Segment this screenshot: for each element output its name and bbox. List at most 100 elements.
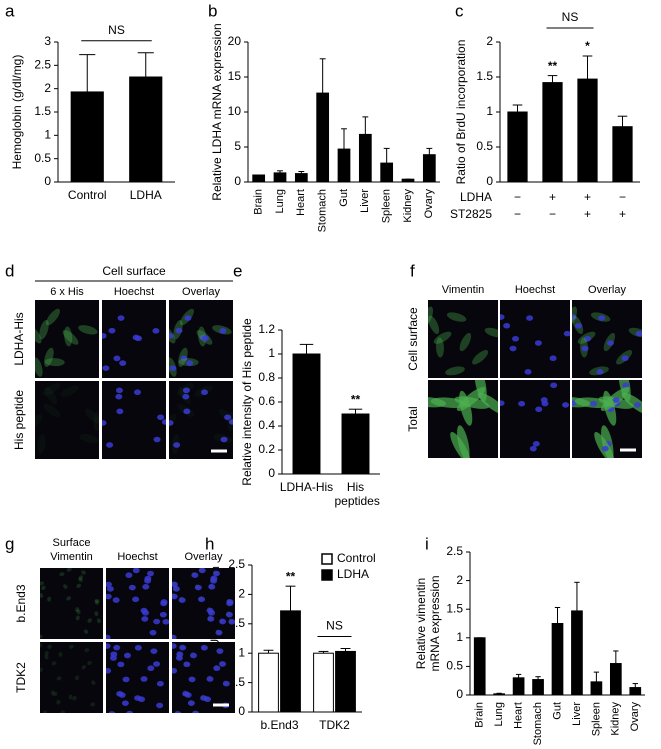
micrograph-content xyxy=(572,306,642,376)
nucleus xyxy=(113,355,121,362)
x-tick-label: Lung xyxy=(493,702,505,726)
y-tick-label: 0.5 xyxy=(476,139,493,153)
nucleus xyxy=(138,696,146,703)
nucleus xyxy=(176,651,184,658)
bar xyxy=(292,353,321,475)
bar xyxy=(609,663,622,696)
nucleus xyxy=(180,355,188,362)
nucleus xyxy=(220,436,228,443)
condition-value: + xyxy=(549,190,556,204)
nucleus xyxy=(106,593,112,600)
nucleus xyxy=(194,584,202,591)
panel-label: g xyxy=(5,534,14,553)
nucleus xyxy=(183,408,191,415)
nucleus xyxy=(191,572,199,578)
bar xyxy=(629,687,642,696)
micrograph-content xyxy=(572,380,642,458)
nucleus xyxy=(172,581,178,588)
panel-label: d xyxy=(5,261,14,280)
nucleus xyxy=(226,599,234,605)
nucleus xyxy=(200,644,208,651)
panel-label: e xyxy=(233,261,242,280)
micrograph xyxy=(500,380,570,458)
green-signal xyxy=(459,332,472,352)
bar xyxy=(542,82,563,183)
nucleus xyxy=(179,644,187,651)
green-signal xyxy=(445,366,465,376)
y-tick-label: 0.5 xyxy=(34,151,51,165)
nucleus xyxy=(529,445,537,452)
nucleus xyxy=(175,327,183,334)
nucleus xyxy=(128,584,136,591)
nucleus xyxy=(172,634,177,639)
nucleus xyxy=(157,414,165,421)
bar xyxy=(577,78,598,183)
condition-value: − xyxy=(619,190,626,204)
nucleus xyxy=(621,355,629,362)
bar xyxy=(335,650,356,713)
green-signal xyxy=(477,392,498,416)
x-tick-label: His peptides xyxy=(331,480,380,508)
nucleus xyxy=(169,333,174,339)
nucleus xyxy=(126,710,134,713)
y-tick-label: 1.5 xyxy=(476,69,493,83)
x-tick-label: Kidney xyxy=(610,702,622,736)
nucleus xyxy=(198,596,206,603)
micrograph xyxy=(35,381,99,459)
nucleus xyxy=(106,442,114,448)
micrograph xyxy=(572,380,642,458)
green-signal xyxy=(446,312,467,322)
green-signal xyxy=(64,326,73,347)
x-tick-label: Ovary xyxy=(423,189,435,219)
nucleus xyxy=(182,387,190,394)
x-tick-label: Kidney xyxy=(402,189,414,223)
y-tick-label: 15 xyxy=(228,69,242,83)
panel-label: i xyxy=(425,534,429,553)
nucleus xyxy=(204,696,212,703)
green-signal xyxy=(72,695,77,701)
green-signal xyxy=(75,607,80,613)
green-signal xyxy=(39,319,49,340)
green-signal xyxy=(40,581,44,586)
green-signal xyxy=(50,690,55,696)
bar xyxy=(532,679,544,696)
legend-label: Control xyxy=(337,551,376,565)
nucleus xyxy=(562,402,570,408)
bar xyxy=(380,162,394,183)
row-label: His peptide xyxy=(12,390,26,450)
nucleus xyxy=(512,335,520,342)
micrograph xyxy=(106,568,169,639)
green-signal xyxy=(456,386,486,411)
micrograph-bg xyxy=(35,300,99,378)
nucleus xyxy=(108,327,116,334)
nucleus xyxy=(178,597,186,603)
green-signal xyxy=(90,702,96,707)
micrograph-bg xyxy=(172,568,235,639)
nucleus xyxy=(172,643,177,649)
x-tick-label: b.End3 xyxy=(260,718,298,732)
micrograph-content xyxy=(428,306,498,376)
nucleus xyxy=(210,575,218,582)
nucleus xyxy=(563,330,570,337)
micrograph-content xyxy=(106,643,164,713)
micrograph-content xyxy=(428,380,498,458)
column-label: Overlay xyxy=(182,286,220,298)
nucleus xyxy=(182,690,190,697)
nucleus xyxy=(500,400,505,406)
nucleus xyxy=(219,661,227,667)
green-signal xyxy=(63,584,68,589)
y-tick-label: 0.6 xyxy=(258,394,275,408)
nucleus xyxy=(134,644,142,651)
green-signal xyxy=(78,325,98,335)
annotation: NS xyxy=(108,23,125,37)
y-tick-label: 2 xyxy=(44,81,51,95)
y-tick-label: 1 xyxy=(44,128,51,142)
nucleus xyxy=(159,611,167,618)
legend-label: LDHA xyxy=(337,567,369,581)
micrograph-content xyxy=(102,315,160,371)
green-signal xyxy=(44,654,49,660)
nucleus xyxy=(117,315,125,321)
micrograph-bg xyxy=(106,568,169,639)
micrograph-content xyxy=(35,308,98,377)
green-signal xyxy=(44,347,54,368)
